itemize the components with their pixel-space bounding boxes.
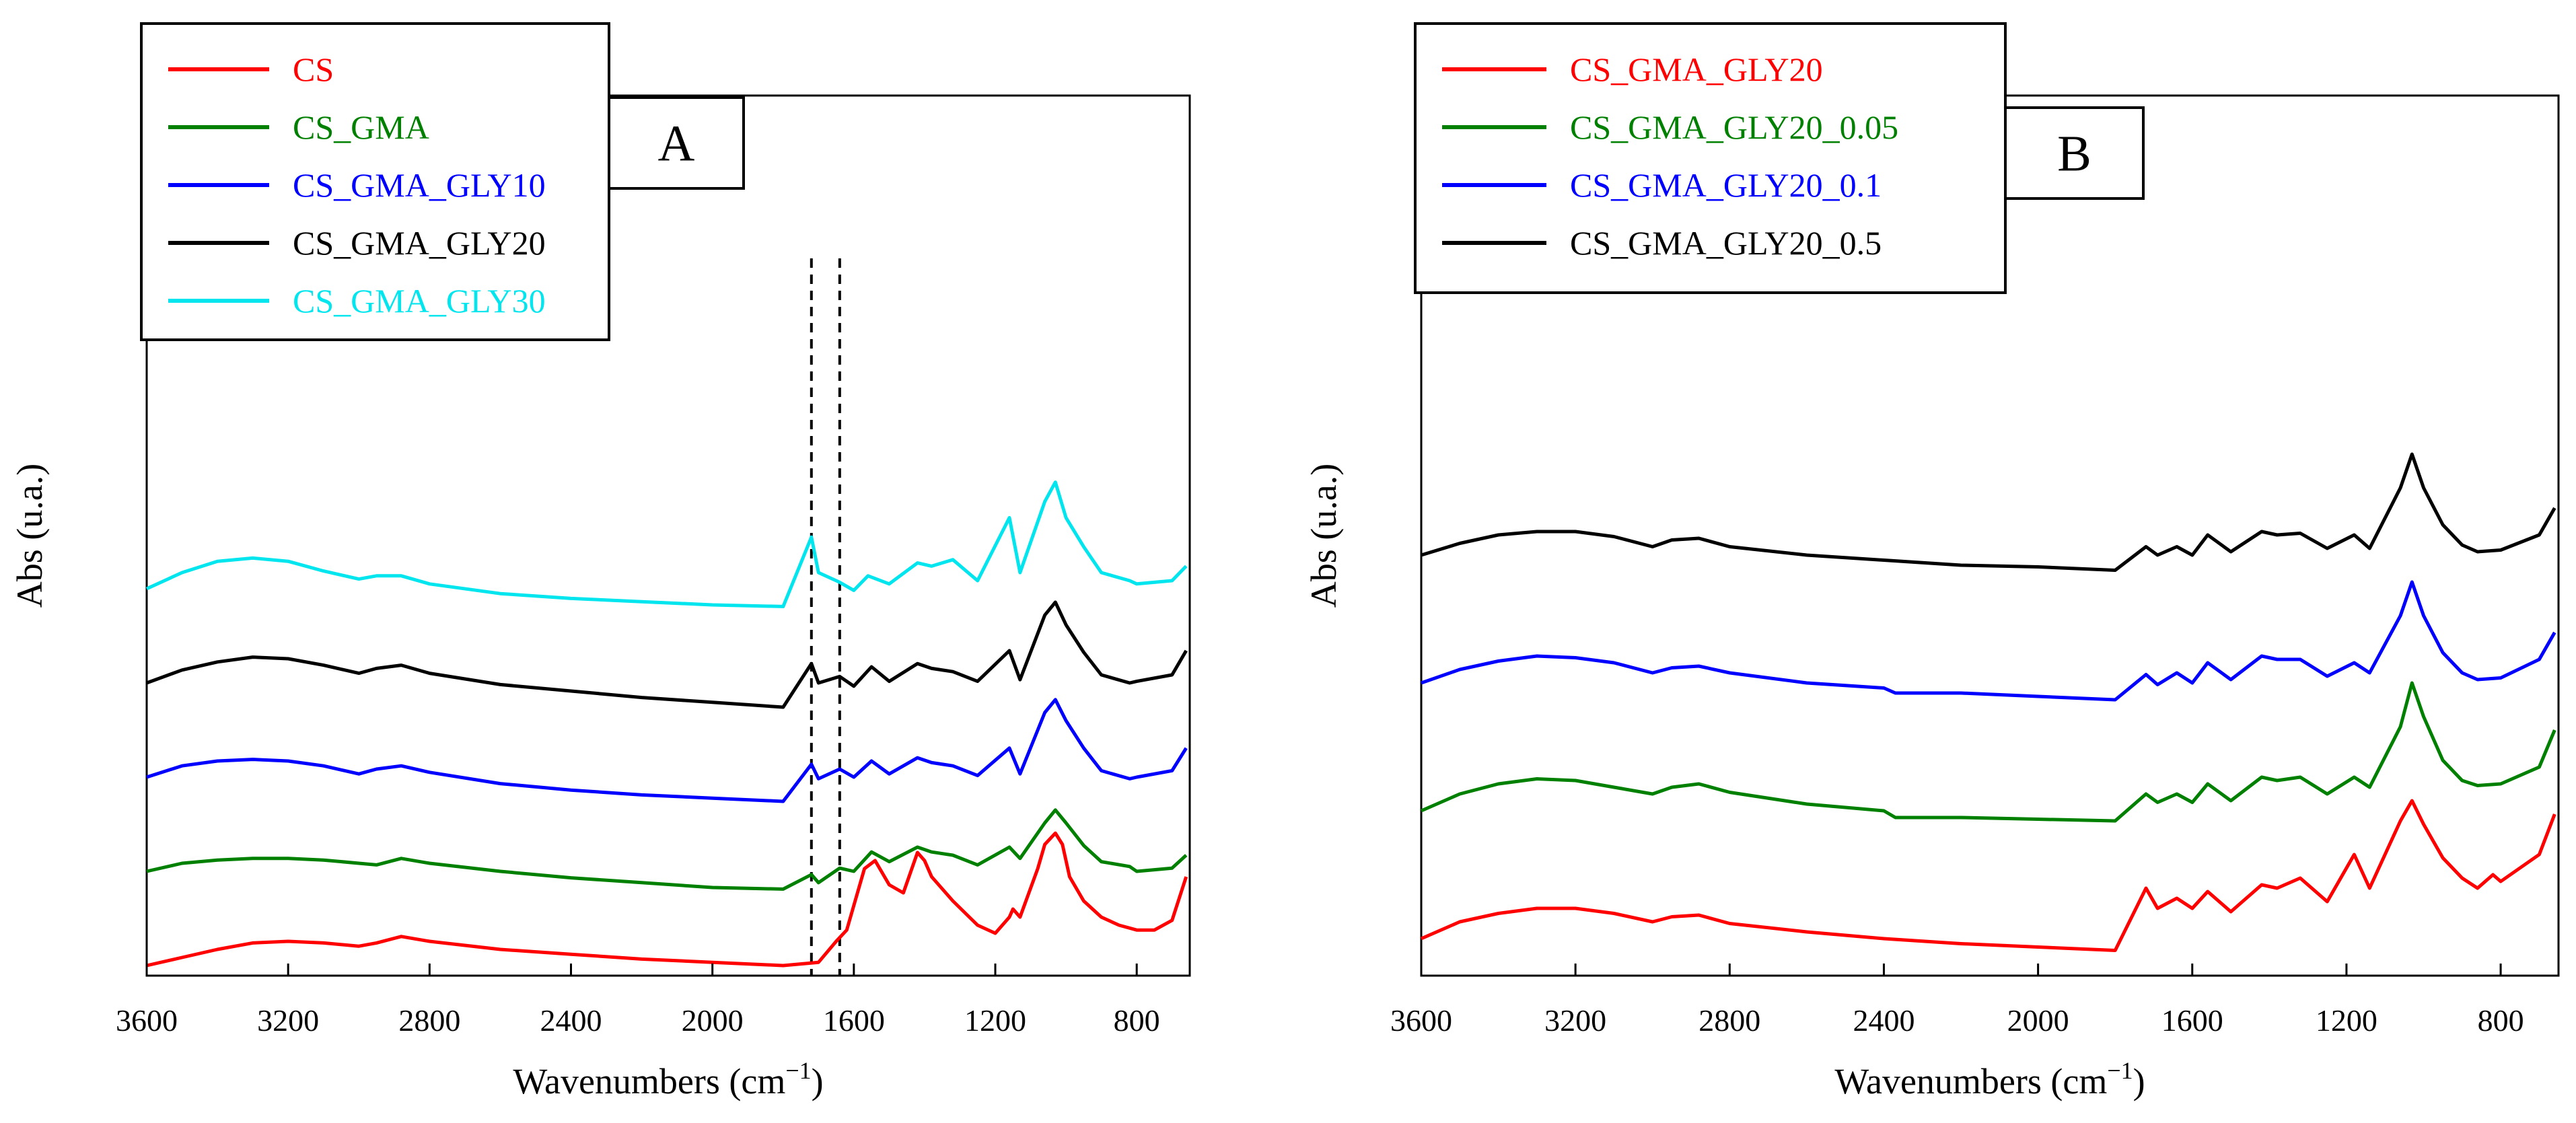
legend: CS CS_GMA CS_GMA_GLY10 CS_GMA_GLY20 CS_GMA_G… — [140, 22, 610, 341]
panel-label-box — [2004, 106, 2145, 200]
legend-entry: CS_GMA_GLY10 — [293, 166, 546, 204]
x-tick-label: 3600 — [1390, 1003, 1452, 1038]
x-tick-label: 800 — [2478, 1003, 2524, 1038]
legend-entry: CS_GMA_GLY20 — [293, 224, 546, 262]
x-tick-label: 2800 — [398, 1003, 460, 1038]
x-tick-label: 2000 — [682, 1003, 744, 1038]
x-axis-label: Wavenumbers (cm−1) — [1834, 1057, 2145, 1101]
y-axis-label: Abs (u.a.) — [9, 464, 50, 608]
series-line-cs-gma-gly30 — [145, 480, 1188, 608]
plot-area-frame — [145, 94, 1191, 977]
x-tick-label: 2400 — [540, 1003, 602, 1038]
panel-label: A — [658, 116, 695, 172]
series-line-cs-gma-gly20-0-5 — [1421, 452, 2556, 572]
x-tick-label: 1200 — [2316, 1003, 2377, 1038]
series-line-cs-gma-gly20-0-05 — [1421, 681, 2556, 823]
series-line-cs-gma-gly10 — [146, 698, 1188, 803]
series-line-cs-gma-gly20-0-1 — [1421, 580, 2556, 702]
series-line-cs-gma-gly20 — [146, 600, 1188, 709]
legend-entry: CS — [293, 50, 334, 88]
legend-entry: CS_GMA_GLY20_0.5 — [1570, 224, 1882, 262]
x-tick-label: 2000 — [2007, 1003, 2069, 1038]
x-tick-label: 800 — [1114, 1003, 1160, 1038]
chart-panel-A: 3600 3200 2800 2400 2000 1600 1200 800 Wavenumbe… — [9, 22, 1191, 1101]
legend-entry: CS_GMA_GLY20 — [1570, 50, 1823, 88]
legend-entry: CS_GMA — [293, 108, 429, 146]
x-tick-label: 2400 — [1853, 1003, 1915, 1038]
chart-panel-B: 3600 3200 2800 2400 2000 1600 1200 800 Wavenumbe… — [1303, 22, 2560, 1101]
x-tick-label: 3600 — [116, 1003, 178, 1038]
legend-entry: CS_GMA_GLY30 — [293, 282, 546, 320]
legend-entry: CS_GMA_GLY20_0.05 — [1570, 108, 1898, 146]
y-axis-label: Abs (u.a.) — [1303, 464, 1344, 608]
series-line-cs-gma — [146, 808, 1188, 891]
x-tick-label: 3200 — [1544, 1003, 1606, 1038]
panel-label-box — [608, 96, 745, 190]
legend-entry: CS_GMA_GLY20_0.1 — [1570, 166, 1882, 204]
x-tick-label: 1200 — [964, 1003, 1026, 1038]
series-line-cs — [146, 831, 1188, 968]
x-tick-label: 2800 — [1698, 1003, 1760, 1038]
legend: CS_GMA_GLY20 CS_GMA_GLY20_0.05 CS_GMA_GLY2… — [1414, 22, 2007, 294]
x-tick-label: 1600 — [2161, 1003, 2223, 1038]
x-tick-label: 1600 — [823, 1003, 885, 1038]
legend-frame — [140, 22, 610, 341]
x-tick-label: 3200 — [257, 1003, 319, 1038]
series-line-cs-gma-gly20 — [1421, 799, 2556, 952]
x-axis-label: Wavenumbers (cm−1) — [513, 1057, 823, 1101]
panel-label: B — [2057, 126, 2091, 182]
